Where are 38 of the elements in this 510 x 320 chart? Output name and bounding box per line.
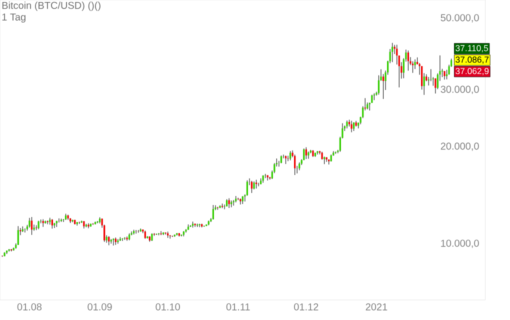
x-tick-label: 01.08 — [17, 303, 42, 310]
candlestick — [364, 98, 366, 111]
candlestick — [308, 151, 310, 160]
annotation: 37.086,7 — [456, 56, 489, 64]
candlestick — [190, 224, 192, 228]
x-tick-label: 01.11 — [226, 303, 250, 310]
candlestick — [30, 216, 33, 236]
candlestick — [51, 218, 53, 229]
y-tick-label: 50.000,0 — [440, 14, 479, 22]
candlestick — [423, 72, 425, 96]
candlestick — [412, 60, 414, 74]
x-tick-label: 2021 — [366, 303, 388, 310]
candlestick — [305, 147, 307, 160]
candlestick — [294, 154, 296, 176]
candlestick — [289, 150, 292, 161]
chart-title: Bitcoin (BTC/USD) ()() — [2, 2, 100, 11]
candlestick — [96, 220, 99, 224]
candlestick — [212, 204, 214, 220]
annotation: 37.062,9 — [456, 68, 489, 76]
candlestick — [228, 198, 230, 208]
candlestick — [396, 44, 398, 65]
candlestick — [392, 42, 394, 62]
y-tick-label: 30.000,0 — [440, 86, 479, 94]
x-tick-label: 01.12 — [294, 303, 318, 310]
candlestick — [54, 222, 56, 228]
candlestick — [117, 238, 119, 244]
x-tick-label: 01.09 — [88, 303, 112, 310]
y-tick-label: 10.000,0 — [441, 240, 479, 248]
candlestick — [414, 59, 416, 70]
candlestick — [88, 222, 90, 229]
x-tick-label: 01.10 — [156, 303, 180, 310]
text: 1 Tag — [2, 14, 26, 23]
y-tick-label: 20.000,0 — [440, 142, 479, 151]
candlestick — [224, 204, 226, 210]
candlestick — [108, 236, 110, 246]
candlestick — [350, 120, 352, 133]
candlestick — [17, 226, 19, 246]
annotation: 37.110,5 — [456, 45, 488, 52]
